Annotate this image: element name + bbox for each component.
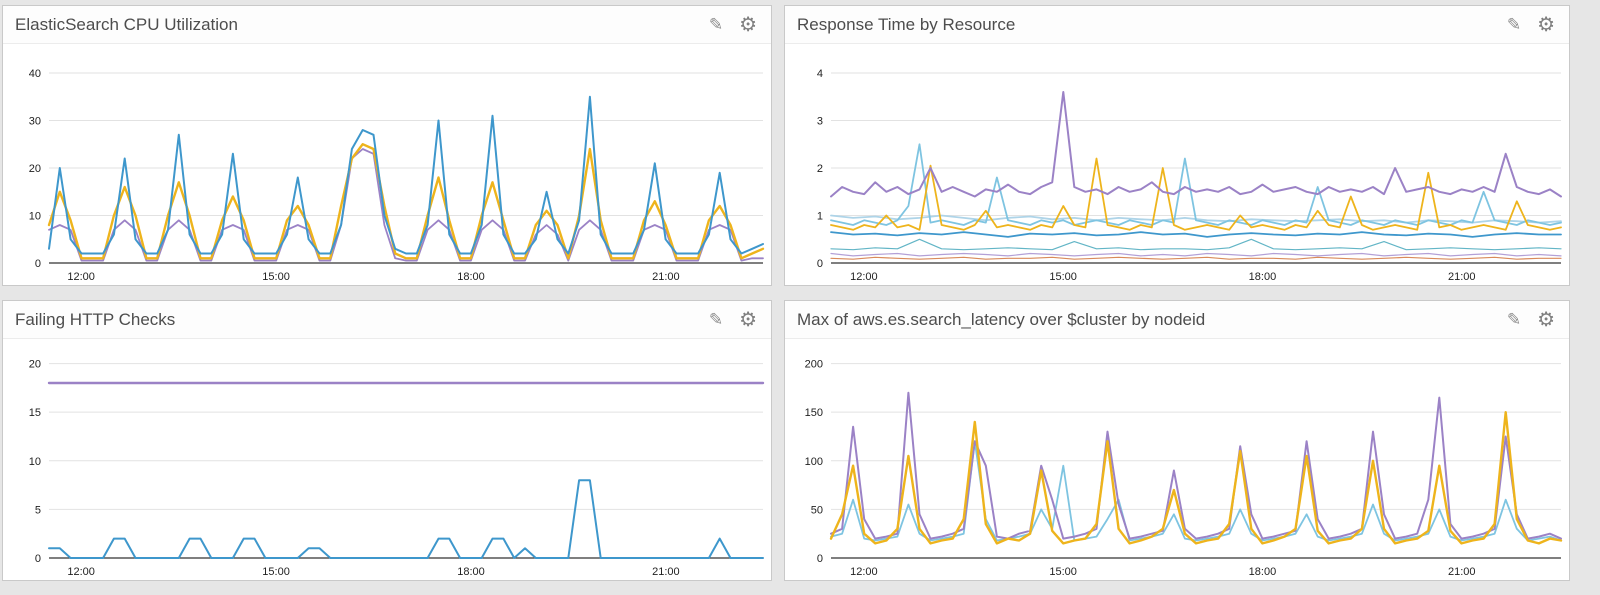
panel-actions: ✎ ⚙: [1507, 310, 1555, 330]
edit-icon[interactable]: ✎: [1506, 15, 1522, 34]
chart-plot: 0 1 2 3 4 12:00 15:00 18:00 21:00: [817, 68, 1562, 283]
svg-text:15:00: 15:00: [262, 566, 290, 578]
panel-header[interactable]: Response Time by Resource ✎ ⚙: [785, 6, 1569, 44]
panel-title: Max of aws.es.search_latency over $clust…: [797, 309, 1206, 329]
svg-text:150: 150: [805, 407, 823, 419]
svg-text:18:00: 18:00: [457, 271, 485, 283]
svg-text:21:00: 21:00: [1448, 566, 1476, 578]
svg-text:30: 30: [29, 116, 41, 128]
panel-header[interactable]: Failing HTTP Checks ✎ ⚙: [3, 301, 771, 339]
svg-text:1: 1: [817, 211, 823, 223]
svg-text:10: 10: [29, 456, 41, 468]
svg-text:21:00: 21:00: [652, 271, 680, 283]
svg-text:2: 2: [817, 163, 823, 175]
panel-title: Failing HTTP Checks: [15, 309, 176, 329]
panel-elasticsearch-cpu: ElasticSearch CPU Utilization ✎ ⚙ 0 10 20 3…: [2, 5, 772, 286]
svg-text:40: 40: [29, 68, 41, 80]
panel-actions: ✎ ⚙: [709, 15, 757, 35]
panel-header[interactable]: Max of aws.es.search_latency over $clust…: [785, 301, 1569, 339]
settings-icon[interactable]: ⚙: [1537, 308, 1555, 331]
svg-text:0: 0: [817, 258, 823, 270]
chart-canvas[interactable]: 0 1 2 3 4 12:00 15:00 18:00 21:00: [785, 44, 1569, 285]
chart-canvas[interactable]: 0 5 10 15 20 12:00 15:00 18:00 21:00: [3, 339, 771, 580]
svg-text:15: 15: [29, 407, 41, 419]
panel-header[interactable]: ElasticSearch CPU Utilization ✎ ⚙: [3, 6, 771, 44]
settings-icon[interactable]: ⚙: [739, 308, 757, 331]
svg-text:0: 0: [35, 553, 41, 565]
svg-text:50: 50: [811, 504, 823, 516]
panel-failing-http-checks: Failing HTTP Checks ✎ ⚙ 0 5 10 15 20 12:00 15:…: [2, 300, 772, 581]
settings-icon[interactable]: ⚙: [1537, 13, 1555, 36]
edit-icon[interactable]: ✎: [708, 15, 724, 34]
svg-text:10: 10: [29, 211, 41, 223]
panel-response-time: Response Time by Resource ✎ ⚙ 0 1 2 3 4 12:00…: [784, 5, 1570, 286]
chart-plot: 0 5 10 15 20 12:00 15:00 18:00 21:00: [29, 359, 765, 578]
svg-text:100: 100: [805, 456, 823, 468]
svg-text:12:00: 12:00: [850, 566, 878, 578]
svg-text:200: 200: [805, 359, 823, 371]
svg-text:15:00: 15:00: [262, 271, 290, 283]
panel-actions: ✎ ⚙: [1507, 15, 1555, 35]
svg-text:15:00: 15:00: [1049, 566, 1077, 578]
svg-text:18:00: 18:00: [457, 566, 485, 578]
panel-actions: ✎ ⚙: [709, 310, 757, 330]
svg-text:5: 5: [35, 504, 41, 516]
svg-text:0: 0: [817, 553, 823, 565]
chart-plot: 0 10 20 30 40 12:00 15:00 18:00 21:00: [29, 68, 765, 283]
edit-icon[interactable]: ✎: [1506, 310, 1522, 329]
chart-canvas[interactable]: 0 10 20 30 40 12:00 15:00 18:00 21:00: [3, 44, 771, 285]
panel-title: ElasticSearch CPU Utilization: [15, 14, 238, 34]
settings-icon[interactable]: ⚙: [739, 13, 757, 36]
svg-text:20: 20: [29, 163, 41, 175]
svg-text:0: 0: [35, 258, 41, 270]
panel-title: Response Time by Resource: [797, 14, 1016, 34]
chart-plot: 0 50 100 150 200 12:00 15:00 18:00 21:00: [805, 359, 1563, 578]
chart-canvas[interactable]: 0 50 100 150 200 12:00 15:00 18:00 21:00: [785, 339, 1569, 580]
svg-text:12:00: 12:00: [67, 566, 95, 578]
svg-text:12:00: 12:00: [67, 271, 95, 283]
svg-text:12:00: 12:00: [850, 271, 878, 283]
svg-text:21:00: 21:00: [652, 566, 680, 578]
svg-text:4: 4: [817, 68, 823, 80]
svg-text:3: 3: [817, 116, 823, 128]
svg-text:15:00: 15:00: [1049, 271, 1077, 283]
svg-text:18:00: 18:00: [1249, 566, 1277, 578]
svg-text:20: 20: [29, 359, 41, 371]
svg-text:18:00: 18:00: [1249, 271, 1277, 283]
svg-text:21:00: 21:00: [1448, 271, 1476, 283]
panel-search-latency: Max of aws.es.search_latency over $clust…: [784, 300, 1570, 581]
dashboard-grid: ElasticSearch CPU Utilization ✎ ⚙ 0 10 20 3…: [2, 5, 1570, 581]
edit-icon[interactable]: ✎: [708, 310, 724, 329]
